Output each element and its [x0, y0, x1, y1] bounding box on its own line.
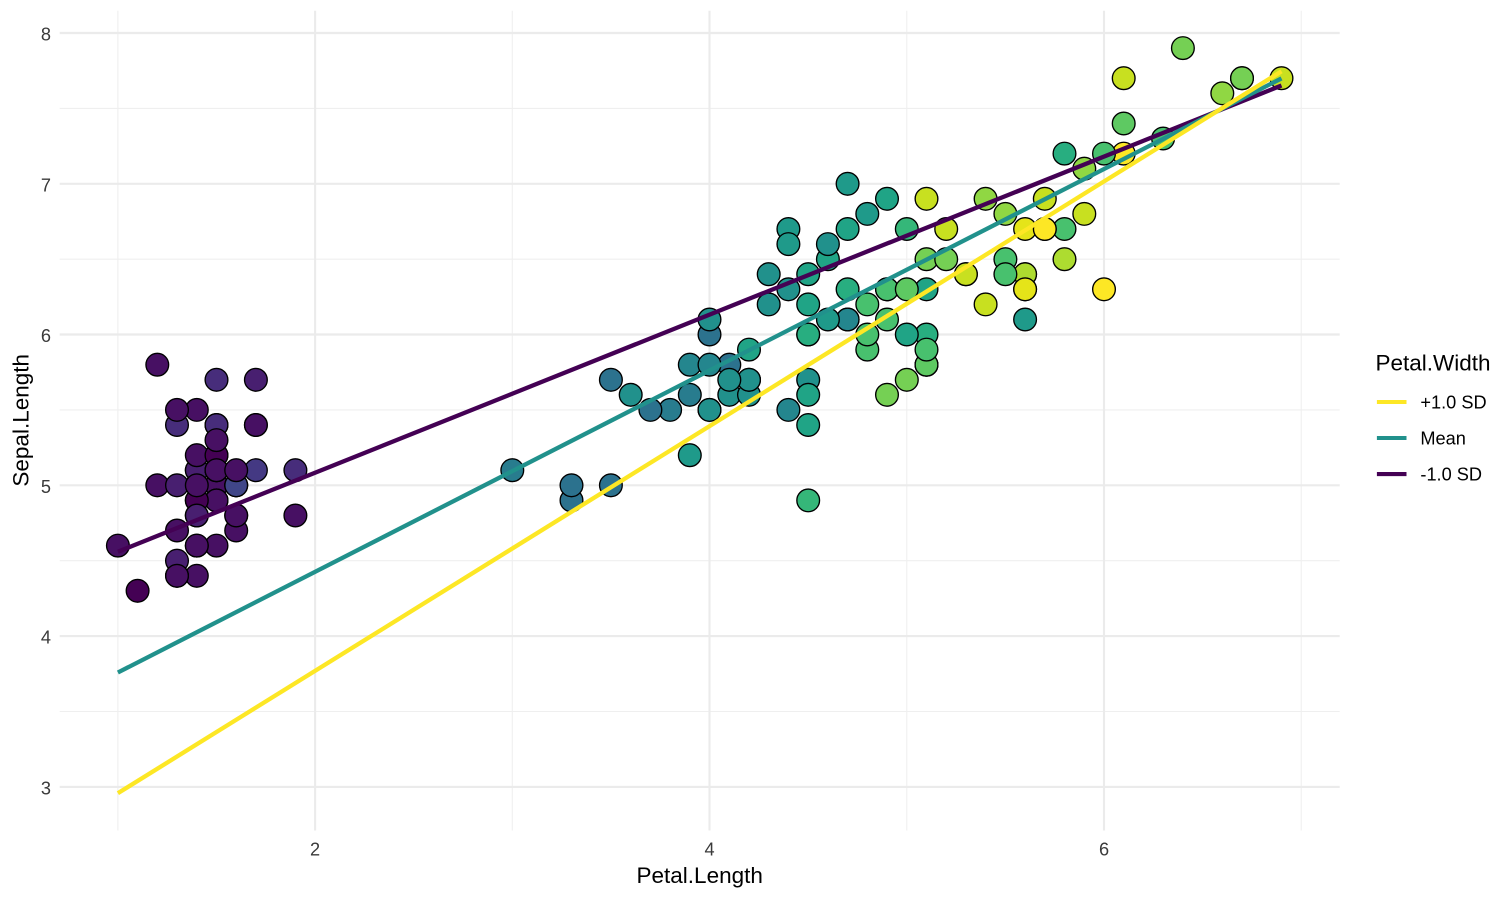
svg-text:Mean: Mean: [1420, 429, 1466, 449]
svg-text:4: 4: [704, 840, 714, 860]
svg-text:Petal.Length: Petal.Length: [637, 863, 763, 888]
svg-text:Sepal.Length: Sepal.Length: [9, 354, 34, 487]
svg-text:+1.0 SD: +1.0 SD: [1420, 393, 1486, 413]
svg-text:4: 4: [41, 628, 51, 648]
svg-text:Petal.Width: Petal.Width: [1376, 350, 1491, 375]
svg-text:2: 2: [310, 840, 320, 860]
svg-text:8: 8: [41, 25, 51, 45]
svg-text:6: 6: [41, 326, 51, 346]
svg-text:5: 5: [41, 477, 51, 497]
svg-text:-1.0 SD: -1.0 SD: [1420, 465, 1482, 485]
svg-text:3: 3: [41, 778, 51, 798]
svg-text:7: 7: [41, 175, 51, 195]
svg-text:6: 6: [1099, 840, 1109, 860]
